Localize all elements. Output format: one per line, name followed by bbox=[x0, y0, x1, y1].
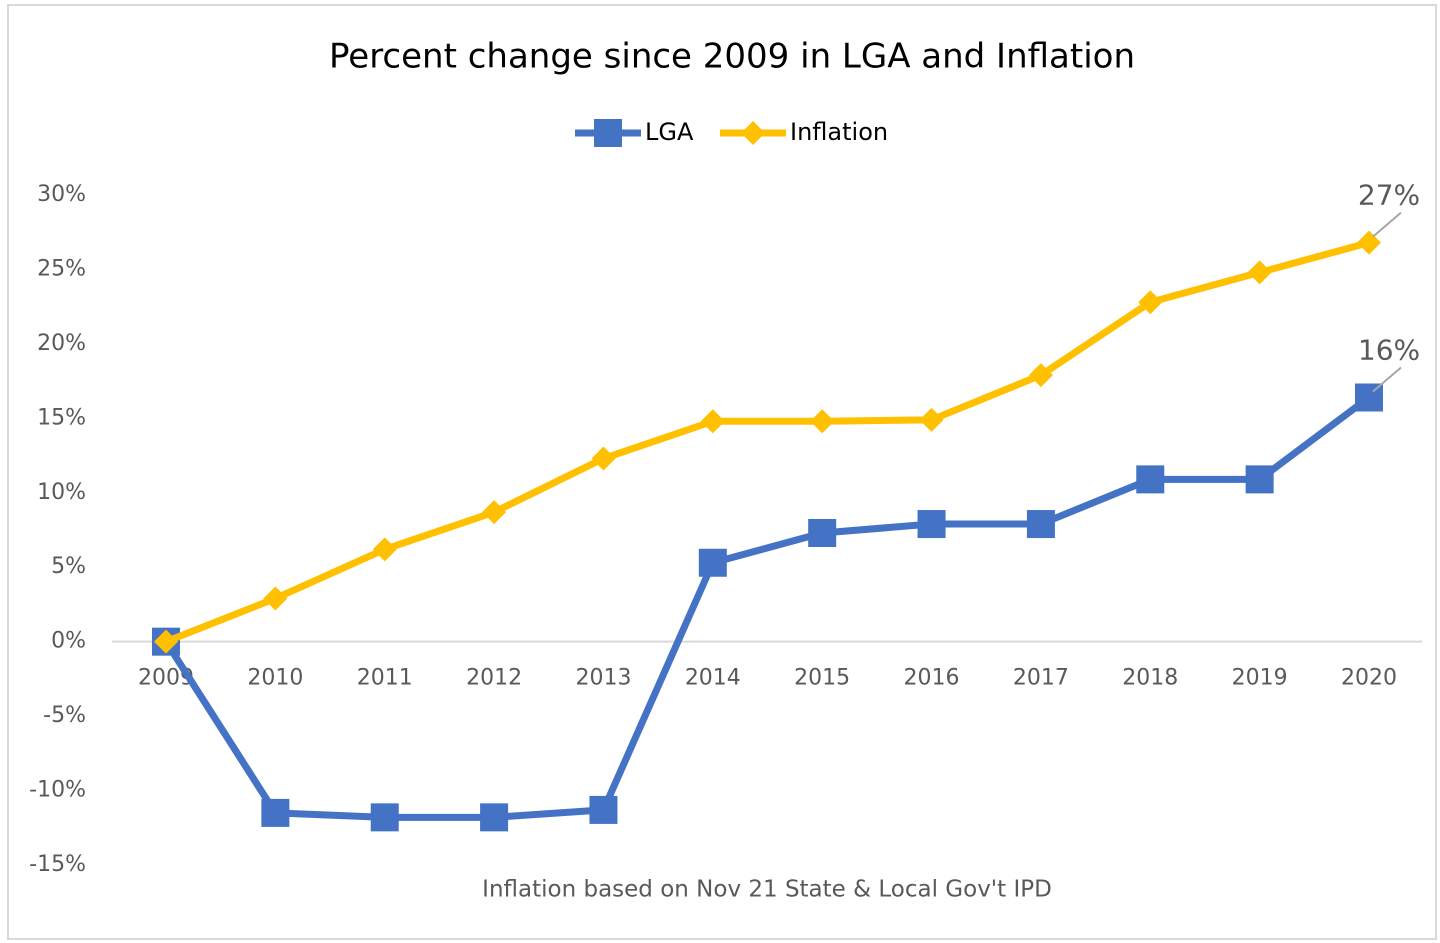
point-marker bbox=[591, 446, 616, 471]
annotation: Inflation based on Nov 21 State & Local … bbox=[482, 877, 1052, 903]
point-marker bbox=[919, 407, 944, 432]
point-marker bbox=[1138, 290, 1163, 315]
legend-label: LGA bbox=[645, 118, 694, 146]
y-tick-label: 0% bbox=[51, 629, 86, 654]
series-line bbox=[163, 394, 1372, 821]
x-tick-label: 2014 bbox=[685, 666, 741, 691]
point-marker bbox=[263, 586, 288, 611]
point-marker bbox=[1136, 465, 1165, 494]
x-tick-label: 2016 bbox=[904, 666, 960, 691]
point-marker bbox=[1245, 465, 1274, 494]
data-label: 27% bbox=[1358, 179, 1420, 212]
y-tick-label: 20% bbox=[37, 331, 86, 356]
point-marker bbox=[700, 409, 725, 434]
x-tick-label: 2015 bbox=[794, 666, 850, 691]
point-marker bbox=[480, 803, 509, 832]
label-leader bbox=[1372, 211, 1402, 238]
point-marker bbox=[808, 518, 837, 547]
chart-title: Percent change since 2009 in LGA and Inf… bbox=[329, 37, 1135, 77]
chart-frame bbox=[7, 4, 1437, 940]
y-tick-label: -10% bbox=[29, 778, 86, 803]
point-marker bbox=[370, 803, 399, 832]
point-marker bbox=[261, 798, 290, 827]
y-tick-label: 25% bbox=[37, 256, 86, 281]
x-tick-label: 2012 bbox=[466, 666, 522, 691]
x-tick-label: 2020 bbox=[1341, 666, 1397, 691]
point-marker bbox=[482, 500, 507, 525]
y-tick-label: 5% bbox=[51, 554, 86, 579]
series-line bbox=[164, 239, 1370, 645]
label-leader bbox=[1372, 366, 1402, 393]
y-tick-label: 10% bbox=[37, 480, 86, 505]
point-marker bbox=[372, 537, 397, 562]
legend-marker bbox=[741, 121, 765, 145]
x-tick-label: 2013 bbox=[575, 666, 631, 691]
legend-marker bbox=[594, 119, 622, 147]
point-marker bbox=[1028, 363, 1053, 388]
point-marker bbox=[1357, 230, 1381, 255]
point-marker bbox=[917, 510, 946, 539]
y-tick-label: 15% bbox=[37, 405, 86, 430]
point-marker bbox=[1026, 510, 1055, 539]
legend-label: Inflation bbox=[790, 118, 888, 146]
x-tick-label: 2019 bbox=[1232, 666, 1288, 691]
point-marker bbox=[589, 795, 618, 824]
x-tick-label: 2017 bbox=[1013, 666, 1069, 691]
x-tick-label: 2018 bbox=[1122, 666, 1178, 691]
y-tick-label: 30% bbox=[37, 182, 86, 207]
x-tick-label: 2011 bbox=[357, 666, 413, 691]
x-tick-label: 2010 bbox=[247, 666, 303, 691]
data-label: 16% bbox=[1358, 333, 1420, 366]
point-marker bbox=[698, 548, 727, 577]
point-marker bbox=[810, 409, 835, 434]
y-tick-label: -15% bbox=[29, 852, 86, 877]
point-marker bbox=[1247, 260, 1272, 285]
y-tick-label: -5% bbox=[43, 703, 86, 728]
point-marker bbox=[154, 629, 178, 654]
